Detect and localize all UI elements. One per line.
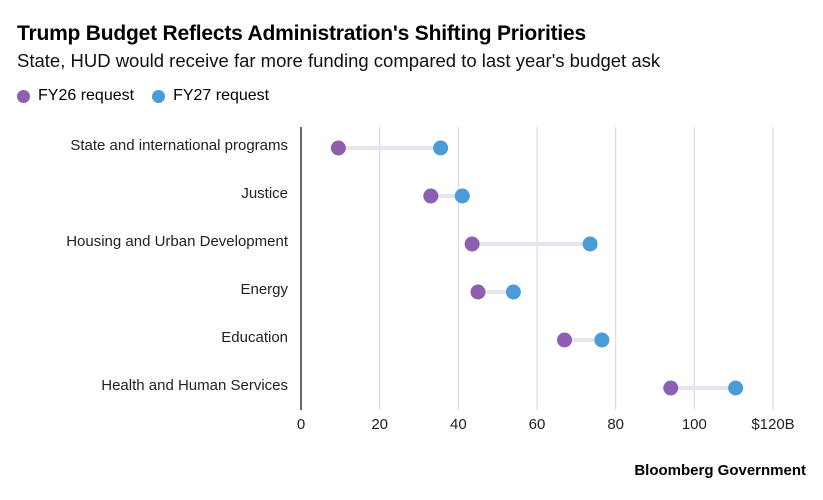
fy27-point-3 (505, 284, 521, 300)
x-tick-label-60: 60 (529, 416, 546, 433)
x-tick-label-40: 40 (450, 416, 467, 433)
fy26-point-0 (330, 140, 346, 156)
fy26-point-3 (470, 284, 486, 300)
x-tick-label-100: 100 (682, 416, 707, 433)
category-label: Housing and Urban Development (66, 233, 289, 250)
fy27-point-4 (594, 332, 610, 348)
category-label: State and international programs (70, 137, 288, 154)
fy27-point-1 (454, 188, 470, 204)
legend: FY26 request FY27 request (17, 87, 287, 105)
fy27-point-0 (433, 140, 449, 156)
x-tick-label-120: $120B (751, 416, 794, 433)
category-label: Energy (240, 281, 288, 298)
chart-subtitle: State, HUD would receive far more fundin… (17, 50, 661, 71)
legend-item-fy26: FY26 request (17, 87, 134, 105)
legend-dot-fy26 (17, 89, 30, 103)
x-tick-label-80: 80 (607, 416, 624, 433)
fy27-point-5 (728, 380, 744, 396)
category-label: Education (221, 329, 288, 346)
legend-label-fy27: FY27 request (173, 87, 270, 104)
chart-title: Trump Budget Reflects Administration's S… (17, 22, 587, 45)
source-credit: Bloomberg Government (634, 462, 806, 479)
legend-item-fy27: FY27 request (152, 87, 269, 105)
x-tick-label-20: 20 (371, 416, 388, 433)
category-label: Justice (241, 185, 288, 202)
fy26-point-4 (557, 332, 573, 348)
fy26-point-1 (423, 188, 439, 204)
legend-dot-fy27 (152, 89, 166, 103)
fy26-point-5 (663, 380, 679, 396)
legend-label-fy26: FY26 request (38, 87, 135, 104)
x-tick-label-0: 0 (297, 416, 305, 433)
category-label: Health and Human Services (101, 377, 288, 394)
fy26-point-2 (464, 236, 480, 252)
fy27-point-2 (582, 236, 598, 252)
